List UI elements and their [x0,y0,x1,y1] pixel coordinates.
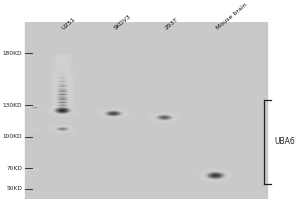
Text: U251: U251 [61,16,77,30]
Text: UBA6: UBA6 [275,137,296,146]
Text: Mouse brain: Mouse brain [215,2,248,30]
Text: 180KD: 180KD [3,51,22,56]
Text: 130KD: 130KD [3,103,22,108]
Bar [25,22,267,199]
Text: 100KD: 100KD [3,134,22,139]
Text: 293T: 293T [164,16,179,30]
Text: SKOV3: SKOV3 [112,13,132,30]
Text: 70KD: 70KD [7,166,22,171]
Text: 50KD: 50KD [7,186,22,191]
